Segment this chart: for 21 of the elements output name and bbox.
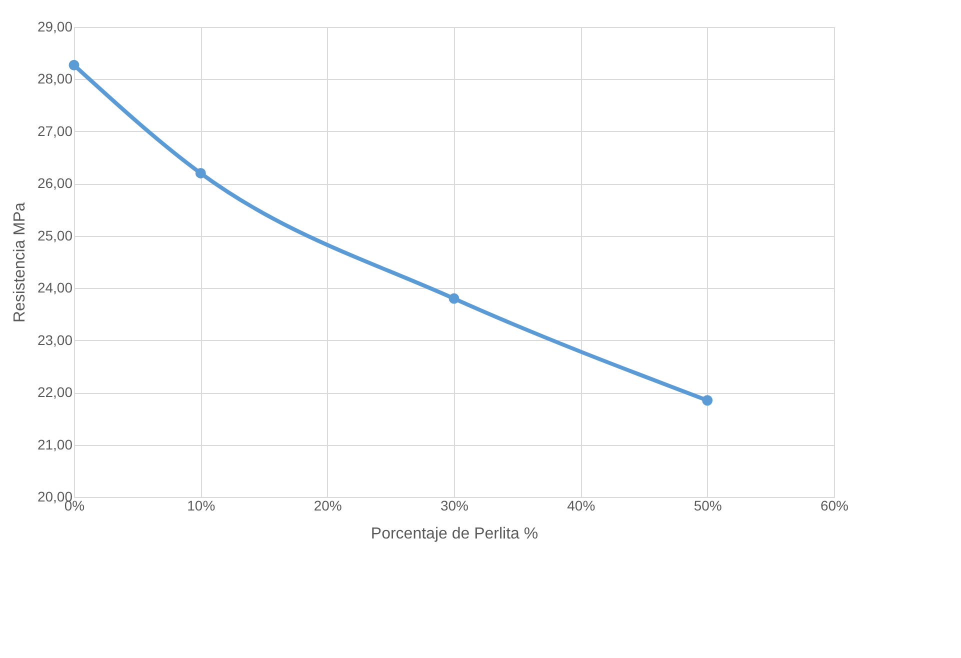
- y-tick-label: 27,00: [37, 122, 73, 139]
- x-tick-label: 10%: [187, 498, 216, 514]
- x-tick-label: 30%: [440, 498, 469, 514]
- point: [702, 395, 713, 406]
- point: [195, 168, 206, 178]
- y-tick-label: 29,00: [37, 18, 73, 34]
- point: [448, 293, 460, 304]
- y-tick-label: 22,00: [37, 384, 73, 400]
- x-axis-title: Porcentaje de Perlita %: [370, 526, 538, 542]
- x-tick-label: 60%: [820, 498, 849, 514]
- y-tick-label: 24,00: [37, 280, 73, 296]
- y-tick-label: 28,00: [37, 70, 73, 87]
- x-tick-label: 40%: [567, 498, 596, 514]
- y-tick-label: 25,00: [37, 227, 73, 244]
- point: [68, 60, 80, 70]
- y-tick-label: 26,00: [37, 175, 73, 192]
- x-tick-label: 50%: [694, 498, 722, 514]
- y-tick-label: 23,00: [37, 332, 73, 348]
- y-tick-label: 21,00: [37, 436, 73, 452]
- x-tick-label: 20%: [314, 498, 342, 514]
- y-axis-title: Resistencia MPa: [11, 202, 28, 323]
